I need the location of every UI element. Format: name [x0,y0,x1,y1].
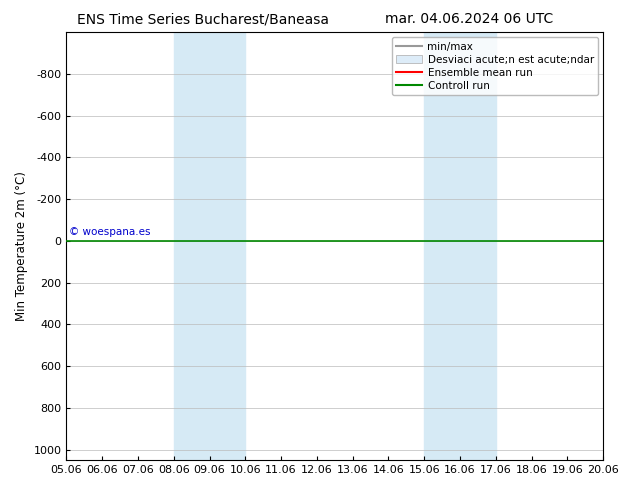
Text: mar. 04.06.2024 06 UTC: mar. 04.06.2024 06 UTC [385,12,553,26]
Text: © woespana.es: © woespana.es [69,227,151,237]
Legend: min/max, Desviaci acute;n est acute;ndar, Ensemble mean run, Controll run: min/max, Desviaci acute;n est acute;ndar… [392,37,598,95]
Text: ENS Time Series Bucharest/Baneasa: ENS Time Series Bucharest/Baneasa [77,12,329,26]
Y-axis label: Min Temperature 2m (°C): Min Temperature 2m (°C) [15,171,28,321]
Bar [424,32,496,460]
Bar [174,32,245,460]
